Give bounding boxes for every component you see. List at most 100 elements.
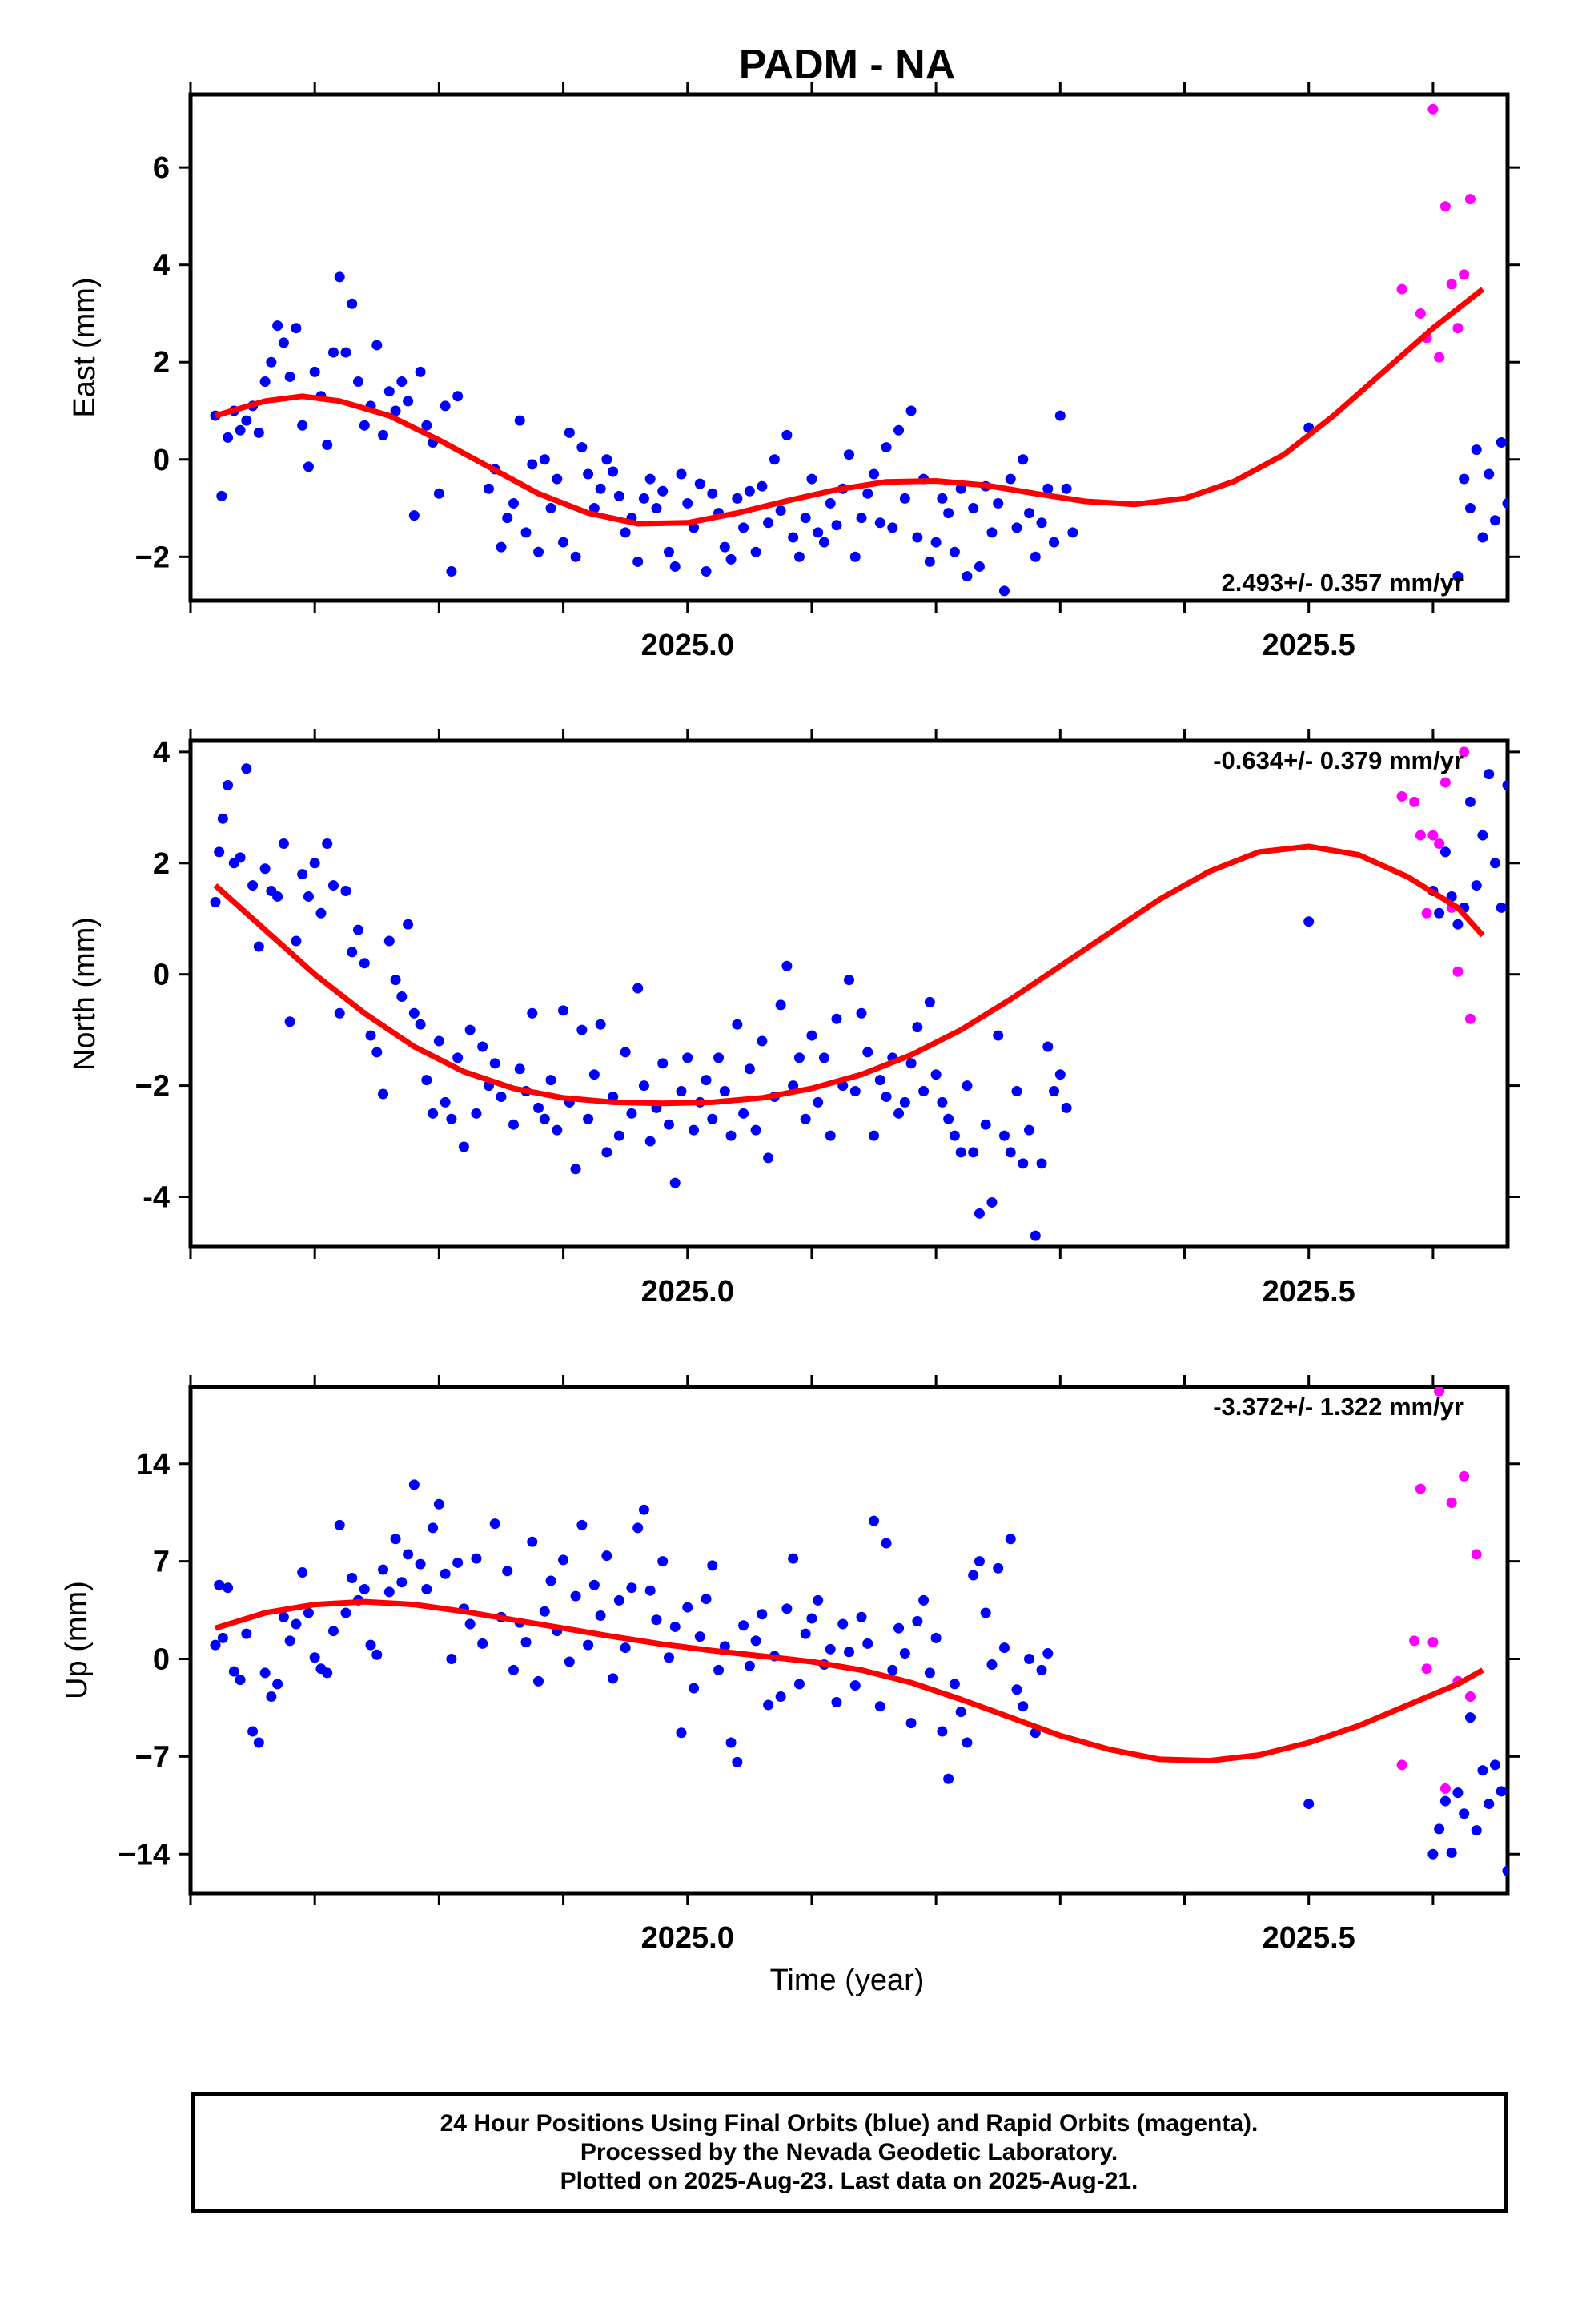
north-final-orbit-point xyxy=(757,1035,768,1047)
up-final-orbit-point xyxy=(228,1666,239,1677)
east-final-orbit-point xyxy=(1005,473,1016,485)
east-final-orbit-point xyxy=(763,517,774,529)
east-final-orbit-point xyxy=(297,420,308,431)
north-final-orbit-point xyxy=(813,1096,824,1108)
up-final-orbit-point xyxy=(763,1699,774,1711)
north-final-orbit-point xyxy=(986,1196,998,1208)
north-final-orbit-point xyxy=(775,999,786,1011)
east-final-orbit-point xyxy=(291,323,302,334)
up-final-orbit-point xyxy=(1018,1701,1029,1712)
east-final-orbit-point xyxy=(278,337,289,348)
up-y-axis-label: Up (mm) xyxy=(60,1581,94,1699)
up-final-orbit-point xyxy=(893,1622,905,1634)
up-final-orbit-point xyxy=(210,1639,221,1651)
east-final-orbit-point xyxy=(235,424,246,436)
north-final-orbit-point xyxy=(365,1030,376,1041)
up-final-orbit-point xyxy=(1489,1759,1500,1771)
east-final-orbit-point xyxy=(793,551,805,562)
north-x-tick-label: 2025.0 xyxy=(641,1275,734,1309)
up-final-orbit-point xyxy=(663,1652,674,1663)
east-final-orbit-point xyxy=(813,527,824,538)
north-final-orbit-point xyxy=(613,1130,624,1141)
east-final-orbit-point xyxy=(781,429,793,440)
up-final-orbit-point xyxy=(1496,1786,1507,1797)
north-final-orbit-point xyxy=(440,1096,451,1108)
north-final-orbit-point xyxy=(322,838,333,849)
east-final-orbit-point xyxy=(514,415,525,426)
up-rapid-orbit-point xyxy=(1446,1498,1457,1509)
east-final-orbit-point xyxy=(644,473,656,485)
up-final-orbit-point xyxy=(272,1679,283,1690)
up-final-orbit-point xyxy=(347,1573,358,1584)
north-fit-curve xyxy=(213,843,1485,1107)
up-final-orbit-point xyxy=(738,1620,749,1631)
north-final-orbit-point xyxy=(403,919,414,930)
up-final-orbit-point xyxy=(588,1579,600,1590)
north-rapid-orbit-point xyxy=(1409,796,1420,807)
north-final-orbit-point xyxy=(657,1058,669,1069)
north-final-orbit-point xyxy=(793,1052,805,1063)
up-final-orbit-point xyxy=(322,1667,333,1679)
up-final-orbit-point xyxy=(327,1626,339,1637)
east-final-orbit-point xyxy=(620,527,631,538)
up-final-orbit-point xyxy=(657,1556,669,1567)
north-y-tick-label: 2 xyxy=(153,847,170,881)
east-final-orbit-point xyxy=(1036,517,1047,529)
east-rapid-orbit-point xyxy=(1427,103,1439,115)
up-final-orbit-point xyxy=(974,1556,985,1567)
east-final-orbit-point xyxy=(1496,437,1507,448)
east-final-orbit-point xyxy=(974,561,985,572)
up-final-orbit-point xyxy=(1502,1865,1508,1876)
north-final-orbit-point xyxy=(383,935,395,947)
east-rapid-orbit-point xyxy=(1446,279,1457,290)
up-final-orbit-point xyxy=(825,1643,836,1655)
north-velocity-label: -0.634+/- 0.379 mm/yr xyxy=(1213,746,1464,774)
north-final-orbit-point xyxy=(707,1113,718,1124)
north-final-orbit-point xyxy=(347,947,358,958)
east-final-orbit-point xyxy=(993,497,1004,509)
up-rapid-orbit-point xyxy=(1434,1387,1445,1397)
up-final-orbit-point xyxy=(428,1522,439,1534)
east-final-orbit-point xyxy=(520,527,532,538)
east-y-axis-label: East (mm) xyxy=(68,277,102,417)
east-final-orbit-point xyxy=(259,376,271,388)
north-final-orbit-point xyxy=(421,1075,432,1086)
up-final-orbit-point xyxy=(383,1586,395,1598)
north-final-orbit-point xyxy=(893,1108,905,1119)
north-final-orbit-point xyxy=(620,1047,631,1058)
up-final-orbit-point xyxy=(539,1606,550,1617)
north-x-tick-label: 2025.5 xyxy=(1263,1275,1355,1309)
north-final-orbit-point xyxy=(315,907,327,919)
up-final-orbit-point xyxy=(241,1628,252,1639)
north-final-orbit-point xyxy=(1049,1086,1060,1097)
east-final-orbit-point xyxy=(632,556,644,567)
north-rapid-orbit-point xyxy=(1421,907,1432,919)
east-final-orbit-point xyxy=(912,532,923,543)
east-final-orbit-point xyxy=(1464,503,1476,514)
caption-line-1: 24 Hour Positions Using Final Orbits (bl… xyxy=(440,2110,1259,2137)
north-final-orbit-point xyxy=(1489,858,1500,869)
up-y-tick-label: −14 xyxy=(118,1838,170,1872)
north-final-orbit-point xyxy=(788,1080,799,1092)
north-final-orbit-point xyxy=(1042,1041,1054,1052)
up-final-orbit-point xyxy=(620,1642,631,1654)
east-final-orbit-point xyxy=(1471,444,1482,456)
east-final-orbit-point xyxy=(327,347,339,358)
north-rapid-orbit-point xyxy=(1427,830,1439,841)
north-final-orbit-point xyxy=(955,1147,966,1158)
up-final-orbit-point xyxy=(595,1610,606,1622)
north-final-orbit-point xyxy=(869,1130,880,1141)
up-final-orbit-point xyxy=(214,1579,225,1590)
east-final-orbit-point xyxy=(701,566,712,577)
north-final-orbit-point xyxy=(825,1130,836,1141)
north-final-orbit-point xyxy=(340,886,351,897)
up-final-orbit-point xyxy=(788,1553,799,1564)
north-final-orbit-point xyxy=(223,780,234,791)
east-final-orbit-point xyxy=(608,466,619,477)
east-final-orbit-point xyxy=(638,493,649,504)
up-rapid-orbit-point xyxy=(1464,1691,1476,1703)
up-final-orbit-point xyxy=(676,1727,687,1739)
north-rapid-orbit-point xyxy=(1452,966,1464,977)
north-final-orbit-point xyxy=(881,1091,892,1102)
north-final-orbit-point xyxy=(210,896,221,907)
